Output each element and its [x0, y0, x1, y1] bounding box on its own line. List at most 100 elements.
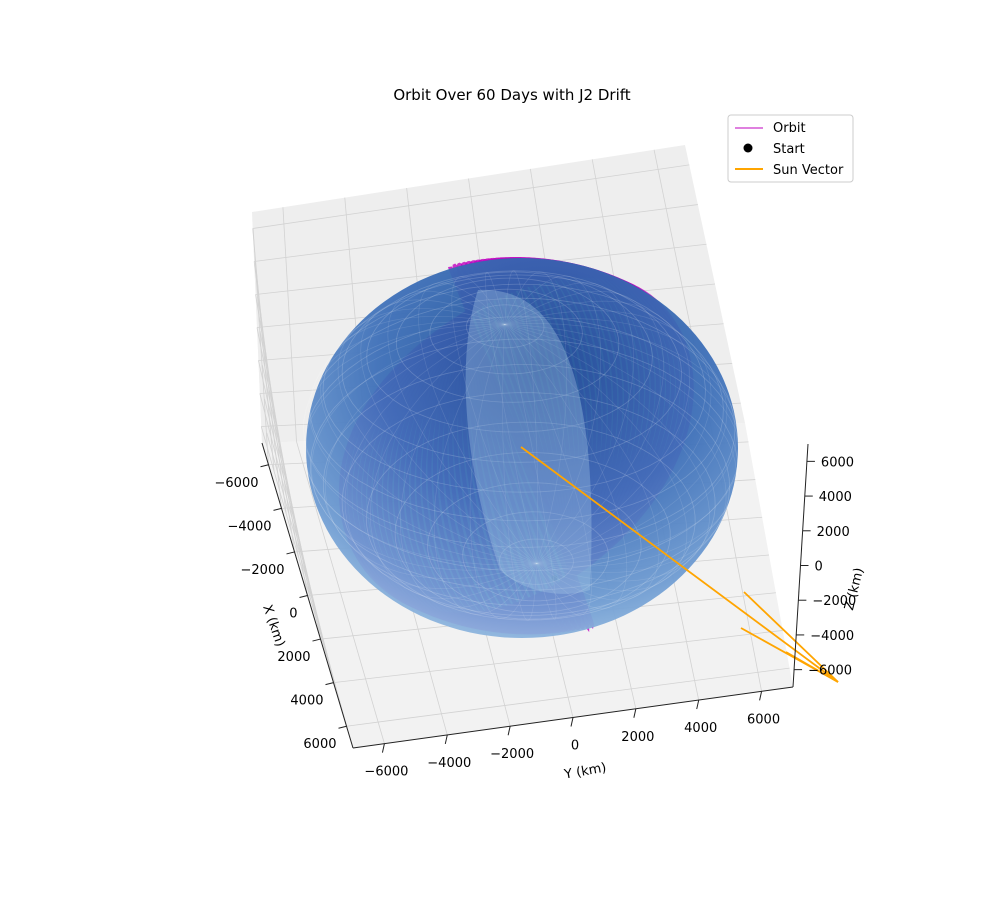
- earth-meridian-line: [311, 324, 537, 571]
- earth-meridian-line: [504, 324, 557, 620]
- y-tick: [507, 726, 511, 736]
- legend-start-label: Start: [773, 142, 805, 157]
- x-tick-label: 0: [289, 607, 297, 622]
- earth-latitude-line: [429, 288, 583, 375]
- grid-line-floor-y: [296, 441, 385, 744]
- earth-meridian-line: [369, 324, 537, 599]
- x-tick-label: 6000: [303, 737, 336, 752]
- grid-line-left-z: [252, 228, 275, 472]
- y-tick-label: 0: [571, 739, 579, 754]
- earth-latitude-line: [322, 364, 731, 606]
- earth-meridian-line: [504, 324, 737, 567]
- legend-frame: [727, 114, 854, 183]
- x-axis-label: X (km): [259, 603, 287, 649]
- earth-meridian-line: [302, 324, 537, 564]
- earth-meridian-line: [504, 290, 664, 564]
- z-tick-label: 4000: [819, 490, 852, 505]
- y-tick-label: 4000: [684, 721, 717, 736]
- earth-latitude-line: [394, 452, 671, 620]
- z-tick-label: −2000: [812, 594, 856, 609]
- earth-meridian-line: [433, 324, 537, 615]
- x-tick-label: 2000: [277, 650, 310, 665]
- sun-vector-line: [520, 446, 839, 683]
- earth-latitude-line: [395, 277, 620, 403]
- earth-meridian-line: [303, 324, 537, 566]
- earth-latitude-line: [322, 274, 706, 493]
- earth-latitude-line: [498, 538, 574, 585]
- x-tick: [260, 464, 269, 468]
- earth-meridian-line: [320, 315, 537, 564]
- y-tick-label: −6000: [364, 765, 408, 780]
- z-tick-label: 0: [815, 560, 823, 575]
- earth-meridian-line: [504, 324, 688, 592]
- earth-meridian-line: [504, 270, 539, 564]
- z-tick-label: −6000: [808, 664, 852, 679]
- x-tick: [286, 551, 295, 555]
- grid-line-left-z: [256, 327, 311, 600]
- legend: Orbit Start Sun Vector: [727, 114, 854, 183]
- y-tick: [759, 691, 763, 701]
- sun-vector-line: [743, 591, 839, 683]
- earth-lit-region: [465, 289, 592, 594]
- earth-meridian-line: [504, 324, 741, 564]
- earth-latitude-line: [341, 392, 716, 616]
- earth-latitude-line: [341, 270, 682, 463]
- earth-meridian-line: [451, 276, 538, 564]
- earth-meridian-line: [504, 324, 727, 573]
- y-tick-label: 2000: [621, 730, 654, 745]
- grid-line-back-z: [252, 164, 690, 229]
- grid-line-back-z: [254, 204, 698, 262]
- y-tick: [696, 699, 700, 710]
- earth-meridian-line: [485, 271, 538, 564]
- earth-meridian-line: [504, 310, 712, 564]
- y-tick-label: 6000: [747, 712, 780, 727]
- y-tick-label: −4000: [427, 756, 471, 771]
- legend-start-marker: [743, 143, 753, 153]
- legend-sun-vector-label: Sun Vector: [773, 163, 844, 178]
- y-tick-label: −2000: [490, 747, 534, 762]
- earth-latitude-line: [465, 304, 545, 349]
- earth-meridian-line: [504, 324, 628, 609]
- earth-meridian-line: [469, 324, 538, 620]
- x-tick-label: −6000: [215, 476, 259, 491]
- earth-meridian-line: [504, 275, 602, 564]
- earth-meridian-line: [504, 324, 660, 601]
- earth-meridian-line: [418, 282, 537, 564]
- earth-meridian-line: [504, 324, 710, 582]
- chart-title: Orbit Over 60 Days with J2 Drift: [393, 86, 630, 104]
- earth-meridian-line: [387, 290, 537, 564]
- earth-meridian-line: [504, 300, 691, 564]
- earth-latitude-line: [366, 271, 653, 433]
- earth-meridian-line: [337, 308, 537, 564]
- x-tick: [325, 682, 334, 686]
- x-tick-label: −4000: [228, 519, 272, 534]
- earth-latitude-line: [303, 297, 736, 548]
- earth-latitude-line: [365, 421, 696, 621]
- earth-latitude-line: [462, 511, 609, 602]
- x-tick: [312, 638, 321, 642]
- earth-latitude-line: [309, 338, 739, 591]
- z-tick-label: 2000: [817, 525, 850, 540]
- x-tick: [338, 725, 347, 729]
- tick-labels: −6000 −4000 −2000 0 2000 4000 6000 −6000 −4000 −2…: [215, 455, 857, 779]
- x-tick-label: −2000: [241, 563, 285, 578]
- earth-meridian-line: [360, 299, 537, 564]
- earth-meridian-line: [400, 324, 537, 608]
- earth-meridian-line: [504, 282, 634, 564]
- earth-meridian-line: [344, 324, 537, 589]
- axes-lines: [260, 442, 815, 753]
- z-tick-label: 6000: [821, 455, 854, 470]
- y-tick: [444, 734, 448, 745]
- earth-meridian-line: [504, 318, 728, 564]
- x-tick-label: 4000: [290, 694, 323, 709]
- y-tick: [570, 717, 574, 727]
- earth-meridian-line: [504, 323, 737, 564]
- earth-meridian-line: [308, 321, 537, 564]
- y-tick: [381, 743, 385, 753]
- earth-meridian-line: [504, 324, 592, 616]
- earth-latitude-line: [309, 283, 724, 522]
- earth-meridian-line: [502, 324, 538, 621]
- earth-latitude-line: [427, 482, 642, 614]
